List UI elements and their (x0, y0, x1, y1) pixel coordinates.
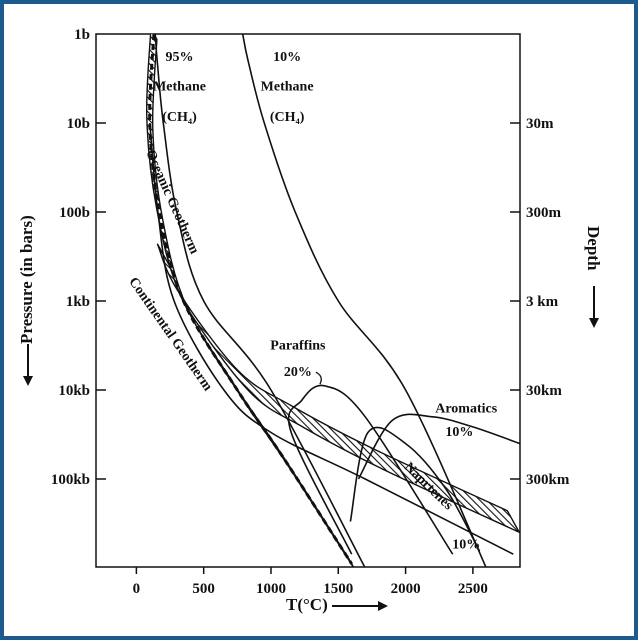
axes: 0 500 1000 1500 2000 2500 1b 10b 100b 1kb 10kb 100k… (51, 27, 570, 597)
x-tick-label-1000: 1000 (256, 581, 286, 597)
y-tick-label-1kb: 1kb (66, 294, 90, 310)
depth-tick-label-30km: 30km (526, 383, 562, 399)
curve-oceanic-geotherm (148, 34, 353, 565)
x-tick-label-2000: 2000 (391, 581, 421, 597)
x-tick-label-500: 500 (192, 581, 215, 597)
annotation-aromatics-10: Aromatics (435, 402, 497, 417)
x-axis-arrow (332, 601, 388, 611)
depth-tick-label-30m: 30m (526, 116, 554, 132)
y-tick-label-100b: 100b (59, 205, 90, 221)
curve-10-methane-ch4 (241, 34, 487, 567)
annotation-10-3: 10% (273, 50, 301, 65)
y-tick-label-100kb: 100kb (51, 472, 90, 488)
y-tick-label-10b: 10b (67, 116, 90, 132)
annotation-20-9: 20% (284, 365, 312, 380)
y-tick-label-10kb: 10kb (58, 383, 90, 399)
annotation-95-0: 95% (166, 50, 194, 65)
curves (148, 34, 520, 567)
depth-tick-label-300km: 300km (526, 472, 570, 488)
y-axis-label: Pressure (in bars) (17, 215, 36, 344)
depth-label: Depth (584, 226, 603, 271)
depth-tick-label-3-km: 3 km (526, 294, 559, 310)
x-tick-label-0: 0 (133, 581, 141, 597)
curve-95-methane-ch4 (154, 34, 366, 567)
chart-frame: 0 500 1000 1500 2000 2500 1b 10b 100b 1kb 10kb 100k… (4, 4, 634, 636)
y-axis-arrow (23, 344, 33, 386)
curve-continental-geotherm (149, 122, 514, 555)
annotation-ch-2: (CH₄) (162, 110, 197, 125)
curve-aromatics-10 (357, 413, 520, 480)
curve-naprtenes-10 (349, 426, 481, 552)
annotation-10-11: 10% (445, 425, 473, 440)
annotation-oceanic-geotherm-6: Oceanic Geotherm (142, 148, 202, 257)
depth-arrow (589, 286, 599, 328)
x-axis-label: T(°C) (286, 595, 328, 614)
band-continental-geotherm-hatched-band (156, 243, 520, 534)
curve-paraffins-20 (287, 384, 454, 555)
annotation-methane-1: Methane (153, 79, 206, 94)
x-tick-label-1500: 1500 (323, 581, 353, 597)
x-tick-label-2500: 2500 (458, 581, 488, 597)
y-tick-label-1b: 1b (74, 27, 90, 43)
annotation-10-13: 10% (452, 537, 480, 552)
paraffins-pointer (315, 371, 322, 385)
annotation-paraffins-8: Paraffins (270, 338, 326, 353)
depth-tick-label-300m: 300m (526, 205, 562, 221)
phase-diagram: 0 500 1000 1500 2000 2500 1b 10b 100b 1kb 10kb 100k… (17, 27, 603, 614)
annotation-methane-4: Methane (261, 79, 314, 94)
annotation-ch-5: (CH₄) (270, 110, 305, 125)
